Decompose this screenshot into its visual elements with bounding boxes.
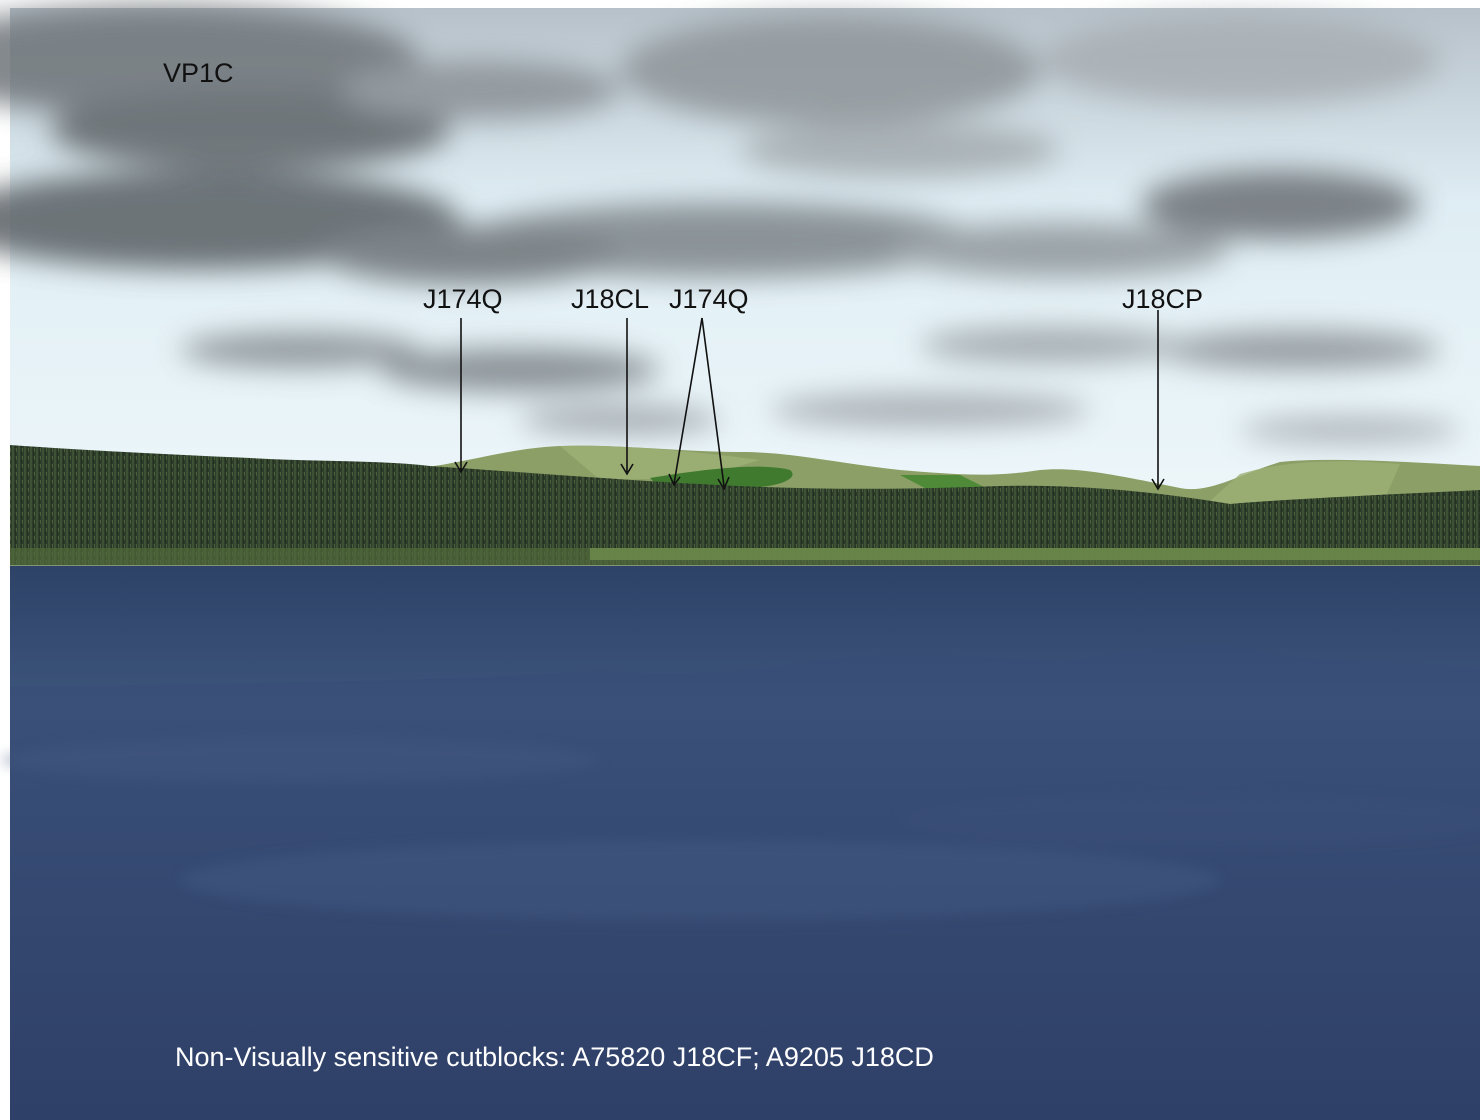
viewpoint-label: VP1C: [163, 58, 234, 88]
non-sensitive-cutblocks-note: Non-Visually sensitive cutblocks: A75820…: [175, 1042, 934, 1072]
label-pointers: [454, 310, 1165, 491]
cutblock-label-j174q: J174Q: [423, 284, 503, 314]
forest: [10, 445, 1480, 565]
clouds: [0, 5, 1460, 444]
reflection: [10, 566, 1480, 686]
cutblock-label-j174q-second: J174Q: [669, 284, 749, 314]
cutblock-label-j18cp: J18CP: [1122, 284, 1204, 314]
cutblock-label-j18cl: J18CL: [571, 284, 650, 314]
